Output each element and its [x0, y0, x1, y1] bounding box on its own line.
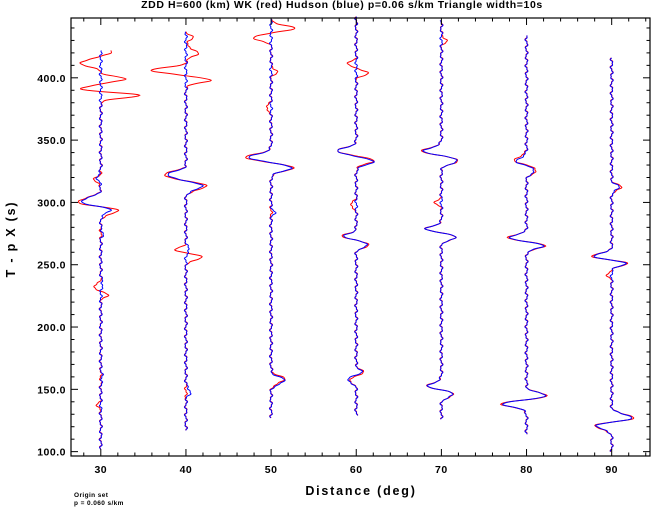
plot-frame	[70, 17, 651, 457]
x-tick-label: 50	[265, 464, 278, 476]
wk-trace-40	[150, 31, 213, 431]
wk-trace-80	[499, 35, 548, 435]
hudson-trace-30	[80, 50, 112, 450]
hudson-trace-50	[248, 19, 293, 419]
chart-title: ZDD H=600 (km) WK (red) Hudson (blue) p=…	[141, 0, 543, 11]
x-tick-label: 60	[350, 464, 363, 476]
footnote-origin: Origin set	[74, 492, 109, 499]
x-tick-label: 90	[605, 464, 618, 476]
y-axis-label: T - p X (s)	[4, 201, 18, 278]
hudson-trace-90	[593, 57, 633, 452]
y-tick-label: 400.0	[37, 73, 66, 85]
wk-trace-30	[77, 50, 141, 450]
trace-layer	[77, 16, 635, 453]
y-tick-label: 350.0	[37, 135, 66, 147]
y-tick-label: 250.0	[37, 260, 66, 272]
y-tick-label: 200.0	[37, 322, 66, 334]
x-tick-label: 80	[520, 464, 533, 476]
y-tick-label: 300.0	[37, 197, 66, 209]
hudson-trace-80	[501, 35, 547, 435]
y-tick-label: 100.0	[37, 447, 66, 459]
hudson-trace-70	[422, 20, 458, 420]
x-tick-label: 70	[435, 464, 448, 476]
x-tick-label: 30	[94, 464, 107, 476]
hudson-trace-60	[337, 16, 376, 416]
hudson-trace-40	[167, 31, 204, 431]
footnote-slowness: p = 0.060 s/km	[74, 500, 124, 507]
x-tick-label: 40	[180, 464, 193, 476]
axes-layer: 30 40 50 60 70 80 90 100.0 150.0 200.0 250.0 300.0 3…	[37, 18, 650, 476]
y-tick-label: 150.0	[37, 384, 66, 396]
x-axis-label: Distance (deg)	[305, 484, 416, 498]
